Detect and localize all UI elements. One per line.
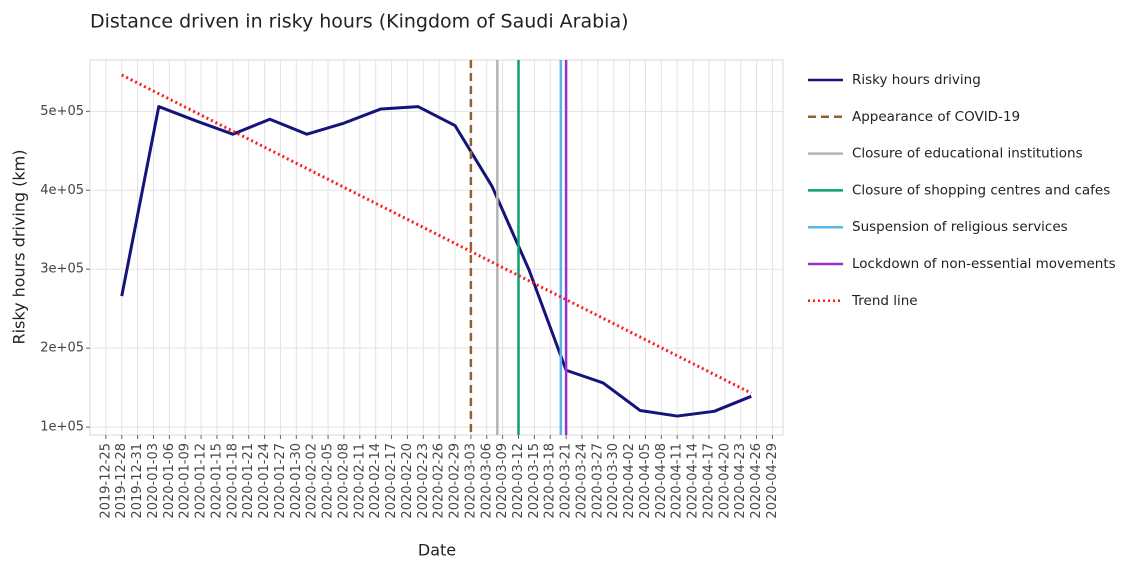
x-tick-label: 2020-03-12 — [511, 443, 526, 519]
x-tick-label: 2020-03-24 — [574, 443, 589, 519]
x-tick-label: 2020-03-03 — [463, 443, 478, 519]
legend-label: Lockdown of non-essential movements — [852, 256, 1116, 272]
x-tick-label: 2020-04-11 — [670, 443, 685, 519]
x-tick-label: 2020-03-30 — [606, 443, 621, 519]
x-tick-label: 2020-01-18 — [225, 443, 240, 519]
chart-title: Distance driven in risky hours (Kingdom … — [90, 11, 629, 33]
x-tick-label: 2020-04-17 — [701, 443, 716, 519]
x-tick-label: 2020-02-17 — [384, 443, 399, 519]
x-tick-label: 2020-04-26 — [749, 443, 764, 519]
legend-label: Appearance of COVID-19 — [852, 109, 1020, 125]
x-tick-label: 2020-01-30 — [289, 443, 304, 519]
x-axis-title: Date — [418, 541, 456, 560]
x-tick-label: 2020-04-05 — [638, 443, 653, 519]
x-tick-label: 2020-03-18 — [543, 443, 558, 519]
x-tick-label: 2020-01-15 — [209, 443, 224, 519]
x-tick-label: 2020-02-26 — [432, 443, 447, 519]
x-tick-label: 2019-12-25 — [98, 443, 113, 519]
x-tick-label: 2020-03-06 — [479, 443, 494, 519]
y-tick-label: 5e+05 — [40, 104, 84, 119]
x-tick-label: 2020-02-05 — [321, 443, 336, 519]
x-tick-label: 2020-04-14 — [686, 443, 701, 519]
x-tick-label: 2020-03-15 — [527, 443, 542, 519]
x-tick-label: 2020-01-06 — [162, 443, 177, 519]
y-axis-title: Risky hours driving (km) — [10, 149, 29, 344]
y-tick-label: 4e+05 — [40, 183, 84, 198]
x-tick-label: 2020-04-29 — [765, 443, 780, 519]
x-tick-label: 2020-03-21 — [559, 443, 574, 519]
x-tick-label: 2020-04-02 — [622, 443, 637, 519]
y-tick-label: 1e+05 — [40, 420, 84, 435]
x-tick-label: 2019-12-31 — [130, 443, 145, 519]
plot-background — [89, 59, 784, 436]
x-tick-label: 2020-04-23 — [733, 443, 748, 519]
x-tick-label: 2020-01-21 — [241, 443, 256, 519]
x-tick-label: 2020-01-09 — [178, 443, 193, 519]
x-tick-label: 2020-01-03 — [146, 443, 161, 519]
x-tick-label: 2020-03-09 — [495, 443, 510, 519]
data-line — [120, 105, 752, 418]
legend-label: Closure of shopping centres and cafes — [852, 182, 1110, 198]
legend-label: Risky hours driving — [852, 72, 981, 88]
x-tick-label: 2020-01-12 — [194, 443, 209, 519]
x-tick-label: 2020-01-27 — [273, 443, 288, 519]
x-tick-label: 2020-04-08 — [654, 443, 669, 519]
legend-label: Trend line — [851, 293, 918, 309]
x-tick-label: 2020-02-11 — [352, 443, 367, 519]
x-tick-label: 2020-03-27 — [590, 443, 605, 519]
x-tick-label: 2020-02-29 — [448, 443, 463, 519]
x-tick-label: 2020-01-24 — [257, 443, 272, 519]
x-tick-label: 2019-12-28 — [114, 443, 129, 519]
x-tick-label: 2020-02-23 — [416, 443, 431, 519]
legend-label: Closure of educational institutions — [852, 146, 1083, 162]
legend-label: Suspension of religious services — [852, 219, 1068, 235]
x-tick-label: 2020-02-14 — [368, 443, 383, 519]
x-tick-label: 2020-02-20 — [400, 443, 415, 519]
y-tick-label: 3e+05 — [40, 262, 84, 277]
x-tick-label: 2020-04-20 — [717, 443, 732, 519]
x-tick-label: 2020-02-08 — [336, 443, 351, 519]
x-tick-label: 2020-02-02 — [305, 443, 320, 519]
y-tick-label: 2e+05 — [40, 341, 84, 356]
